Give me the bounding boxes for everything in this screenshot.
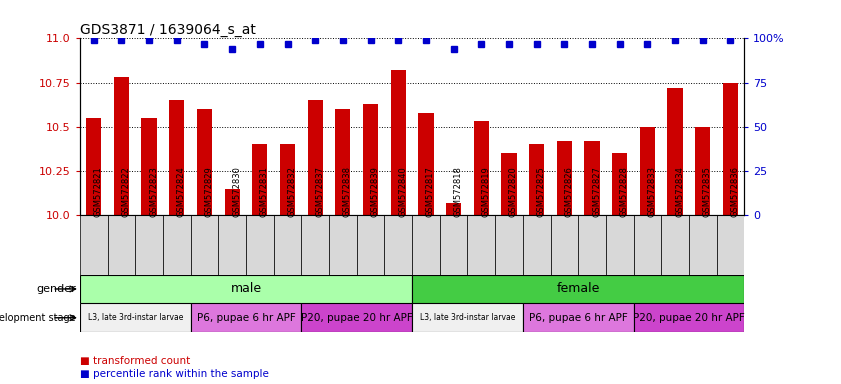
- FancyBboxPatch shape: [523, 215, 551, 275]
- Text: GSM572819: GSM572819: [481, 166, 490, 217]
- FancyBboxPatch shape: [108, 215, 135, 275]
- FancyBboxPatch shape: [495, 215, 523, 275]
- FancyBboxPatch shape: [301, 303, 412, 332]
- Bar: [612, 153, 627, 215]
- Text: GSM572828: GSM572828: [620, 166, 629, 217]
- Bar: [446, 203, 461, 215]
- Bar: [169, 100, 184, 215]
- Bar: [390, 70, 406, 215]
- FancyBboxPatch shape: [633, 303, 744, 332]
- FancyBboxPatch shape: [551, 215, 578, 275]
- FancyBboxPatch shape: [273, 215, 301, 275]
- Text: GSM572827: GSM572827: [592, 166, 601, 217]
- Bar: [722, 83, 738, 215]
- Text: GSM572838: GSM572838: [343, 166, 352, 217]
- FancyBboxPatch shape: [219, 215, 246, 275]
- FancyBboxPatch shape: [301, 215, 329, 275]
- FancyBboxPatch shape: [717, 215, 744, 275]
- Bar: [640, 127, 655, 215]
- Bar: [473, 121, 489, 215]
- FancyBboxPatch shape: [163, 215, 191, 275]
- FancyBboxPatch shape: [412, 275, 744, 303]
- Bar: [114, 77, 129, 215]
- Text: GSM572836: GSM572836: [731, 166, 739, 217]
- Text: GSM572821: GSM572821: [93, 166, 103, 217]
- FancyBboxPatch shape: [80, 215, 108, 275]
- FancyBboxPatch shape: [357, 215, 384, 275]
- Text: GSM572834: GSM572834: [675, 166, 684, 217]
- Bar: [363, 104, 378, 215]
- Text: ■ percentile rank within the sample: ■ percentile rank within the sample: [80, 369, 269, 379]
- Text: GSM572832: GSM572832: [288, 166, 297, 217]
- Text: GSM572820: GSM572820: [509, 166, 518, 217]
- Bar: [86, 118, 102, 215]
- Text: GSM572839: GSM572839: [371, 166, 379, 217]
- Text: GDS3871 / 1639064_s_at: GDS3871 / 1639064_s_at: [80, 23, 256, 37]
- Bar: [197, 109, 212, 215]
- FancyBboxPatch shape: [468, 215, 495, 275]
- Bar: [529, 144, 544, 215]
- FancyBboxPatch shape: [633, 215, 661, 275]
- FancyBboxPatch shape: [135, 215, 163, 275]
- FancyBboxPatch shape: [661, 215, 689, 275]
- Text: GSM572830: GSM572830: [232, 166, 241, 217]
- Text: GSM572840: GSM572840: [399, 166, 407, 217]
- FancyBboxPatch shape: [606, 215, 633, 275]
- Text: P6, pupae 6 hr APF: P6, pupae 6 hr APF: [197, 313, 295, 323]
- FancyBboxPatch shape: [384, 215, 412, 275]
- FancyBboxPatch shape: [329, 215, 357, 275]
- Bar: [308, 100, 323, 215]
- Text: L3, late 3rd-instar larvae: L3, late 3rd-instar larvae: [420, 313, 516, 322]
- Text: GSM572817: GSM572817: [426, 166, 435, 217]
- FancyBboxPatch shape: [80, 303, 191, 332]
- FancyBboxPatch shape: [689, 215, 717, 275]
- Bar: [252, 144, 267, 215]
- Text: GSM572823: GSM572823: [149, 166, 158, 217]
- Text: gender: gender: [36, 284, 76, 294]
- Text: development stage: development stage: [0, 313, 76, 323]
- Text: GSM572822: GSM572822: [121, 166, 130, 217]
- FancyBboxPatch shape: [246, 215, 273, 275]
- Text: female: female: [557, 283, 600, 295]
- Text: ■ transformed count: ■ transformed count: [80, 356, 190, 366]
- Text: GSM572826: GSM572826: [564, 166, 574, 217]
- FancyBboxPatch shape: [440, 215, 468, 275]
- Text: GSM572825: GSM572825: [537, 166, 546, 217]
- Bar: [584, 141, 600, 215]
- Bar: [280, 144, 295, 215]
- FancyBboxPatch shape: [191, 215, 219, 275]
- Bar: [696, 127, 711, 215]
- FancyBboxPatch shape: [191, 303, 301, 332]
- FancyBboxPatch shape: [578, 215, 606, 275]
- Text: male: male: [230, 283, 262, 295]
- FancyBboxPatch shape: [80, 275, 412, 303]
- Bar: [668, 88, 683, 215]
- Bar: [418, 113, 434, 215]
- Text: GSM572837: GSM572837: [315, 166, 324, 217]
- Text: P20, pupae 20 hr APF: P20, pupae 20 hr APF: [301, 313, 413, 323]
- Text: GSM572835: GSM572835: [703, 166, 711, 217]
- FancyBboxPatch shape: [412, 215, 440, 275]
- Bar: [225, 189, 240, 215]
- FancyBboxPatch shape: [412, 303, 523, 332]
- Text: GSM572829: GSM572829: [204, 166, 214, 217]
- Text: P20, pupae 20 hr APF: P20, pupae 20 hr APF: [633, 313, 745, 323]
- Bar: [557, 141, 572, 215]
- Text: GSM572831: GSM572831: [260, 166, 269, 217]
- Bar: [501, 153, 516, 215]
- Text: GSM572818: GSM572818: [453, 166, 463, 217]
- Text: GSM572833: GSM572833: [648, 166, 656, 217]
- Bar: [336, 109, 351, 215]
- Text: P6, pupae 6 hr APF: P6, pupae 6 hr APF: [529, 313, 627, 323]
- Bar: [141, 118, 156, 215]
- FancyBboxPatch shape: [523, 303, 633, 332]
- Text: L3, late 3rd-instar larvae: L3, late 3rd-instar larvae: [87, 313, 183, 322]
- Text: GSM572824: GSM572824: [177, 166, 186, 217]
